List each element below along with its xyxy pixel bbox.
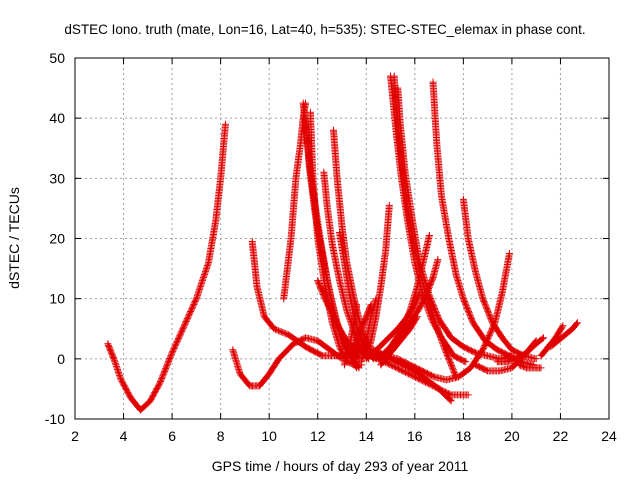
series-markers: [429, 78, 538, 369]
series-markers: [229, 334, 346, 390]
x-tick-label: 6: [168, 428, 176, 444]
x-tick-label: 22: [553, 428, 569, 444]
y-axis-label: dSTEC / TECUs: [6, 187, 22, 289]
series-markers: [350, 343, 455, 405]
x-tick-label: 18: [456, 428, 472, 444]
series-markers: [493, 334, 547, 366]
axis-ticks: [74, 57, 610, 420]
series-markers: [547, 319, 581, 351]
x-tick-label: 14: [358, 428, 374, 444]
x-tick-label: 16: [407, 428, 423, 444]
series-markers: [459, 195, 540, 363]
series-markers: [362, 201, 393, 363]
data-layer: [104, 72, 581, 414]
x-tick-label: 4: [120, 428, 128, 444]
y-tick-label: 0: [57, 351, 65, 367]
x-tick-label: 20: [504, 428, 520, 444]
y-tick-label: 20: [49, 231, 65, 247]
x-tick-label: 2: [71, 428, 79, 444]
y-tick-label: 30: [49, 170, 65, 186]
x-tick-label: 12: [310, 428, 326, 444]
series-markers: [104, 120, 229, 414]
y-tick-label: 50: [49, 50, 65, 66]
series-markers: [515, 361, 545, 372]
x-tick-label: 24: [601, 428, 617, 444]
chart-title: dSTEC Iono. truth (mate, Lon=16, Lat=40,…: [64, 22, 585, 37]
x-tick-label: 10: [261, 428, 277, 444]
x-axis-label: GPS time / hours of day 293 of year 2011: [212, 458, 469, 474]
y-tick-label: -10: [45, 411, 65, 427]
x-tick-label: 8: [217, 428, 225, 444]
series-markers: [340, 301, 361, 369]
y-tick-label: 40: [49, 110, 65, 126]
y-tick-label: 10: [49, 291, 65, 307]
